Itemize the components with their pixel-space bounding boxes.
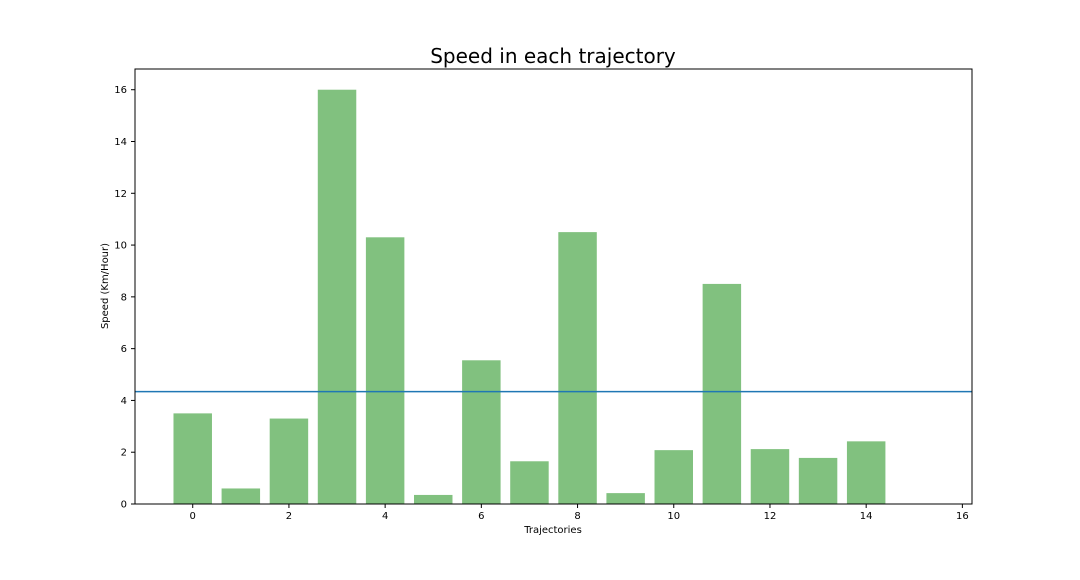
bar-14 bbox=[846, 441, 886, 504]
bar-10 bbox=[654, 450, 693, 504]
x-tick-label: 6 bbox=[478, 511, 484, 522]
chart-title: Speed in each trajectory bbox=[430, 44, 676, 68]
bar-7 bbox=[510, 461, 549, 504]
y-tick-label: 14 bbox=[114, 137, 127, 148]
bar-8 bbox=[558, 232, 597, 504]
y-tick-label: 4 bbox=[121, 396, 127, 407]
bar-12 bbox=[750, 449, 790, 504]
x-tick-label: 12 bbox=[764, 511, 777, 522]
bar-0 bbox=[173, 413, 212, 504]
bar-5 bbox=[414, 494, 453, 504]
x-tick-label: 4 bbox=[382, 511, 388, 522]
x-axis-label: Trajectories bbox=[523, 525, 582, 536]
bar-4 bbox=[365, 237, 405, 504]
x-tick-label: 0 bbox=[190, 511, 196, 522]
y-axis-ticks: 0 2 4 6 8 10 12 14 16 bbox=[114, 85, 135, 511]
x-tick-label: 16 bbox=[956, 511, 969, 522]
x-tick-label: 10 bbox=[667, 511, 680, 522]
x-tick-label: 14 bbox=[860, 511, 873, 522]
bar-9 bbox=[606, 493, 645, 504]
y-tick-label: 2 bbox=[121, 448, 127, 459]
y-tick-label: 16 bbox=[114, 85, 127, 96]
y-tick-label: 10 bbox=[114, 241, 127, 252]
x-tick-label: 8 bbox=[574, 511, 580, 522]
x-axis-ticks: 0 2 4 6 8 10 12 14 16 bbox=[190, 504, 969, 522]
y-tick-label: 12 bbox=[114, 189, 127, 200]
bar-1 bbox=[221, 488, 261, 504]
bar-11 bbox=[702, 283, 742, 504]
bars-group bbox=[173, 89, 886, 504]
bar-2 bbox=[269, 418, 309, 504]
bar-3 bbox=[317, 89, 357, 504]
y-tick-label: 0 bbox=[121, 500, 127, 511]
y-tick-label: 8 bbox=[121, 292, 127, 303]
bar-6 bbox=[462, 360, 501, 504]
x-tick-label: 2 bbox=[286, 511, 292, 522]
y-axis-label: Speed (Km/Hour) bbox=[100, 243, 111, 329]
bar-13 bbox=[798, 457, 838, 504]
y-tick-label: 6 bbox=[121, 344, 127, 355]
plot-frame bbox=[134, 68, 973, 505]
